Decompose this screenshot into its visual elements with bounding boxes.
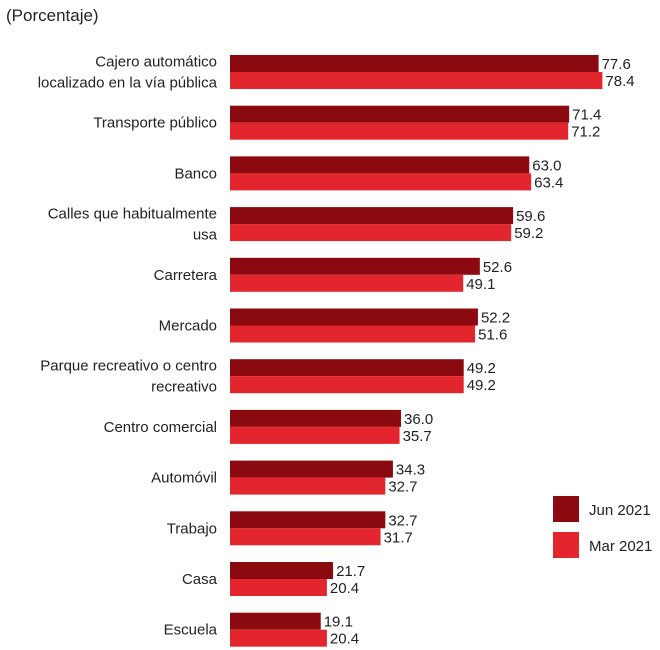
data-label: 19.1 [324, 614, 353, 631]
category-label: recreativo [151, 379, 217, 396]
data-label: 32.7 [388, 479, 417, 496]
legend-label: Jun 2021 [589, 502, 651, 519]
category-label: localizado en la vía pública [38, 75, 218, 92]
bar-mar-2021 [230, 629, 327, 647]
data-label: 49.2 [467, 377, 496, 394]
bar-mar-2021 [230, 477, 386, 495]
category-label: Cajero automático [95, 54, 217, 71]
category-label: usa [193, 227, 218, 244]
bar-jun-2021 [230, 359, 464, 377]
data-label: 63.0 [532, 157, 561, 174]
bar-mar-2021 [230, 224, 512, 242]
data-label: 51.6 [478, 327, 507, 344]
bar-jun-2021 [230, 511, 386, 529]
chart-subtitle: (Porcentaje) [6, 6, 99, 25]
bar-mar-2021 [230, 426, 400, 444]
category-label: Trabajo [167, 520, 217, 537]
category-label: Parque recreativo o centro [40, 358, 217, 375]
data-label: 71.4 [572, 107, 601, 124]
legend-swatch [553, 532, 579, 558]
category-label: Escuela [164, 622, 218, 639]
category-label: Banco [174, 165, 217, 182]
data-label: 77.6 [602, 56, 631, 73]
bar-mar-2021 [230, 528, 381, 546]
bar-jun-2021 [230, 460, 393, 478]
bar-mar-2021 [230, 325, 476, 343]
bar-jun-2021 [230, 257, 480, 275]
bar-jun-2021 [230, 562, 334, 579]
bar-jun-2021 [230, 308, 478, 326]
data-label: 32.7 [388, 512, 417, 529]
bar-jun-2021 [230, 55, 599, 72]
data-label: 52.6 [483, 259, 512, 276]
data-label: 35.7 [403, 428, 432, 445]
category-label: Transporte público [93, 115, 217, 132]
data-label: 20.4 [330, 631, 359, 648]
legend-swatch [553, 496, 579, 522]
bar-mar-2021 [230, 376, 464, 394]
data-label: 59.6 [516, 208, 545, 225]
data-label: 20.4 [330, 580, 359, 597]
data-label: 31.7 [384, 529, 413, 546]
bar-jun-2021 [230, 105, 570, 123]
bar-jun-2021 [230, 207, 514, 225]
bar-jun-2021 [230, 156, 530, 174]
data-label: 34.3 [396, 462, 425, 479]
data-label: 21.7 [336, 563, 365, 580]
data-label: 36.0 [404, 411, 433, 428]
legend-label: Mar 2021 [589, 538, 652, 555]
data-label: 49.1 [466, 276, 495, 293]
data-label: 52.2 [481, 310, 510, 327]
data-label: 49.2 [467, 360, 496, 377]
bar-mar-2021 [230, 173, 532, 191]
bar-mar-2021 [230, 72, 603, 89]
category-label: Casa [182, 571, 218, 588]
bar-mar-2021 [230, 122, 569, 140]
data-label: 71.2 [571, 124, 600, 141]
data-label: 63.4 [534, 174, 563, 191]
bar-mar-2021 [230, 274, 464, 292]
data-label: 59.2 [514, 225, 543, 242]
category-label: Mercado [159, 318, 217, 335]
data-label: 78.4 [605, 73, 634, 90]
category-label: Carretera [154, 267, 218, 284]
bar-jun-2021 [230, 612, 321, 630]
bar-mar-2021 [230, 579, 327, 596]
category-label: Calles que habitualmente [48, 206, 217, 223]
category-label: Automóvil [151, 470, 217, 487]
bar-jun-2021 [230, 409, 401, 427]
category-label: Centro comercial [104, 419, 217, 436]
